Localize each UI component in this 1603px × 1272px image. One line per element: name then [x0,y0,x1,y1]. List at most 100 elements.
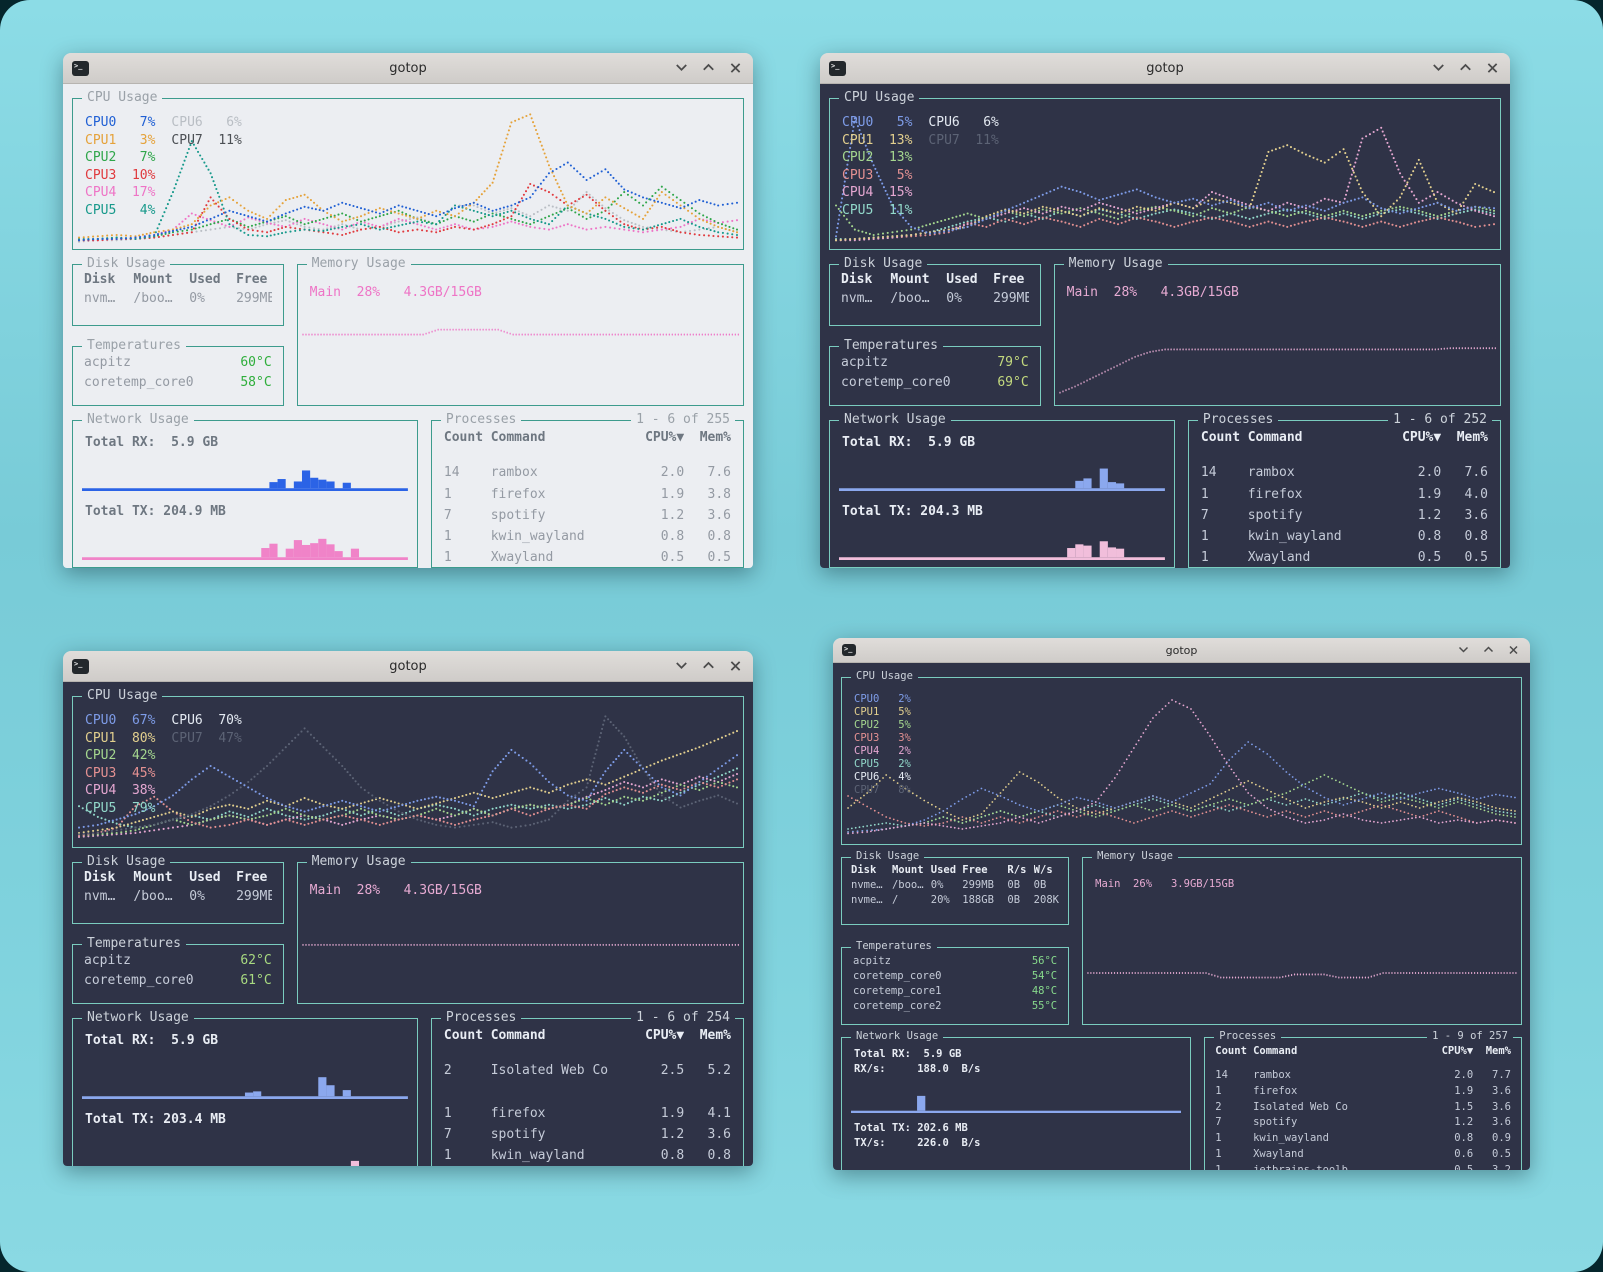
process-cell: 4.0 [1464,486,1488,502]
maximize-button[interactable] [1459,62,1472,74]
process-cell: 0.5 [1429,1164,1473,1170]
titlebar[interactable]: gotop [820,53,1510,84]
process-cell: 1.2 [660,507,685,523]
cpu-label: CPU3 [854,732,880,744]
maximize-button[interactable] [702,62,715,74]
process-cell: firefox [490,486,546,502]
process-cell [630,1085,685,1101]
process-cell: 14 [1200,465,1217,481]
process-cell: 1 [1215,1084,1222,1097]
process-cell: spotify [490,1127,546,1142]
tx-labels: Total TX: 204.3 MB [842,503,983,522]
cpu-label: CPU2 [854,719,880,731]
close-button[interactable] [729,660,742,672]
process-cell: Isolated Web Co [1253,1100,1348,1113]
temperature-row: coretemp_core0 58°C [84,373,272,393]
process-cell: 14 [443,465,460,481]
close-button[interactable] [1508,645,1519,655]
process-cell: kwin_wayland [1247,529,1342,544]
process-cell: 0.6 [1454,1148,1474,1161]
cpu-label: CPU0 [85,713,117,728]
cpu-label: CPU1 [85,730,117,746]
process-cell: Xwayland [1247,550,1311,566]
disk-cell: 299MB [236,291,272,306]
sensor-value: 79°C [997,355,1029,370]
temperature-row: acpitz 79°C [841,353,1029,373]
titlebar[interactable]: gotop [833,638,1530,663]
temperatures-panel: Temperatures acpitz 60°C coretemp_core0 58°C [72,337,284,406]
process-cell: 1.2 [660,1127,685,1142]
panel-title: Network Usage [82,1009,194,1025]
cpu-history-chart [76,700,740,844]
cpu-legend-item: CPU1 13% [842,132,912,150]
rx-sparkline [839,468,1165,491]
process-cell: 3.8 [707,486,731,502]
process-cell [491,1085,630,1101]
temperature-list: acpitz 79°C coretemp_core0 69°C [830,347,1040,392]
cpu-label: CPU7 [171,132,203,148]
minimize-button[interactable] [675,62,688,74]
cpu-legend-item: CPU5 4% [85,202,155,220]
disk-table: Disk Mount Used Free nvm… /boo… 0% 299MB [73,863,283,904]
tx-labels: Total TX: 204.9 MB [85,503,226,522]
rx-label: Total RX: 5.9 GB [842,435,976,450]
terminal-content: CPU Usage CPU0 2% CPU1 5% CPU2 5% CPU3 3% CPU4 2% C… [833,663,1530,1170]
cpu-legend-item: CPU5 2% [854,758,911,771]
process-cell: 1.2 [1454,1116,1474,1129]
minimize-button[interactable] [1458,645,1469,655]
minimize-button[interactable] [1432,62,1445,74]
disk-header: Used [930,864,957,876]
process-cell: 3.6 [1492,1084,1511,1097]
process-cell [444,1085,491,1101]
window-controls [1458,638,1519,662]
tx-section: Total TX: 202.6 MB TX/s: 226.0 B/s [851,1116,1181,1170]
cpu-value: 11% [888,202,913,218]
cpu-legend-item: CPU3 3% [854,732,911,745]
maximize-button[interactable] [702,660,715,672]
titlebar[interactable]: gotop [63,53,753,84]
process-cell: 0.8 [660,1148,685,1164]
cpu-value: 8% [898,784,911,796]
cpu-value: 2% [898,758,911,770]
cpu-legend-item: CPU1 3% [85,132,155,150]
titlebar[interactable]: gotop [63,651,753,682]
cpu-label: CPU5 [85,800,117,816]
memory-history-chart [1058,268,1497,402]
close-button[interactable] [729,62,742,74]
disk-usage-panel: Disk Usage Disk Mount Used Free R/s W/s nvme… /b… [841,850,1070,925]
cpu-history-chart [833,102,1497,246]
disk-usage-panel: Disk Usage Disk Mount Used Free nvm… /boo… 0% 29… [72,853,284,924]
cpu-legend-item: CPU4 17% [85,184,155,202]
disk-header: Used [189,272,221,287]
process-header: Mem% [699,430,731,445]
process-header: Count [443,1028,484,1043]
panel-title: Temperatures [82,935,186,951]
close-button[interactable] [1486,62,1499,74]
memory-usage-panel: Memory Usage Main 28% 4.3GB/15GB [296,853,744,1004]
minimize-button[interactable] [675,660,688,672]
tx-section: Total TX: 203.4 MB [82,1102,408,1166]
rx-label: RX/s: 188.0 B/s [854,1063,981,1076]
disk-header: Disk [84,272,116,287]
process-table: Count Command CPU%▼ Mem% 14 rambox 2.0 7.6 1 fire… [432,421,743,567]
process-header: Count [443,430,484,445]
maximize-button[interactable] [1483,645,1494,655]
rx-section: Total RX: 5.9 GB RX/s: 188.0 B/s [851,1042,1182,1116]
rx-sparkline [851,1095,1182,1113]
process-cell: Xwayland [1253,1148,1304,1161]
process-header: Mem% [1456,430,1488,445]
cpu-legend-item: CPU6 6% [928,114,998,132]
cpu-label: CPU1 [842,132,874,148]
terminal-content: CPU Usage CPU0 67% CPU1 80% CPU2 42% CPU3 45% CPU… [63,682,753,1166]
sensor-value: 48°C [1031,984,1058,997]
process-header: Command [490,1028,546,1043]
terminal-content: CPU Usage CPU0 5% CPU1 13% CPU2 13% CPU3 5% CPU4 1… [820,84,1510,568]
cpu-value: 80% [131,730,156,746]
close-icon [1509,645,1518,655]
cpu-legend: CPU0 67% CPU1 80% CPU2 42% CPU3 45% CPU4 38% CPU5 7… [85,712,242,817]
disk-table: Disk Mount Used Free R/s W/s nvme… /boo… 0% 299MB… [842,858,1068,906]
sensor-name: acpitz [84,953,131,968]
memory-usage-panel: Memory Usage Main 28% 4.3GB/15GB [296,255,744,406]
cpu-value: 6% [226,115,242,130]
cpu-label: CPU0 [85,115,117,130]
